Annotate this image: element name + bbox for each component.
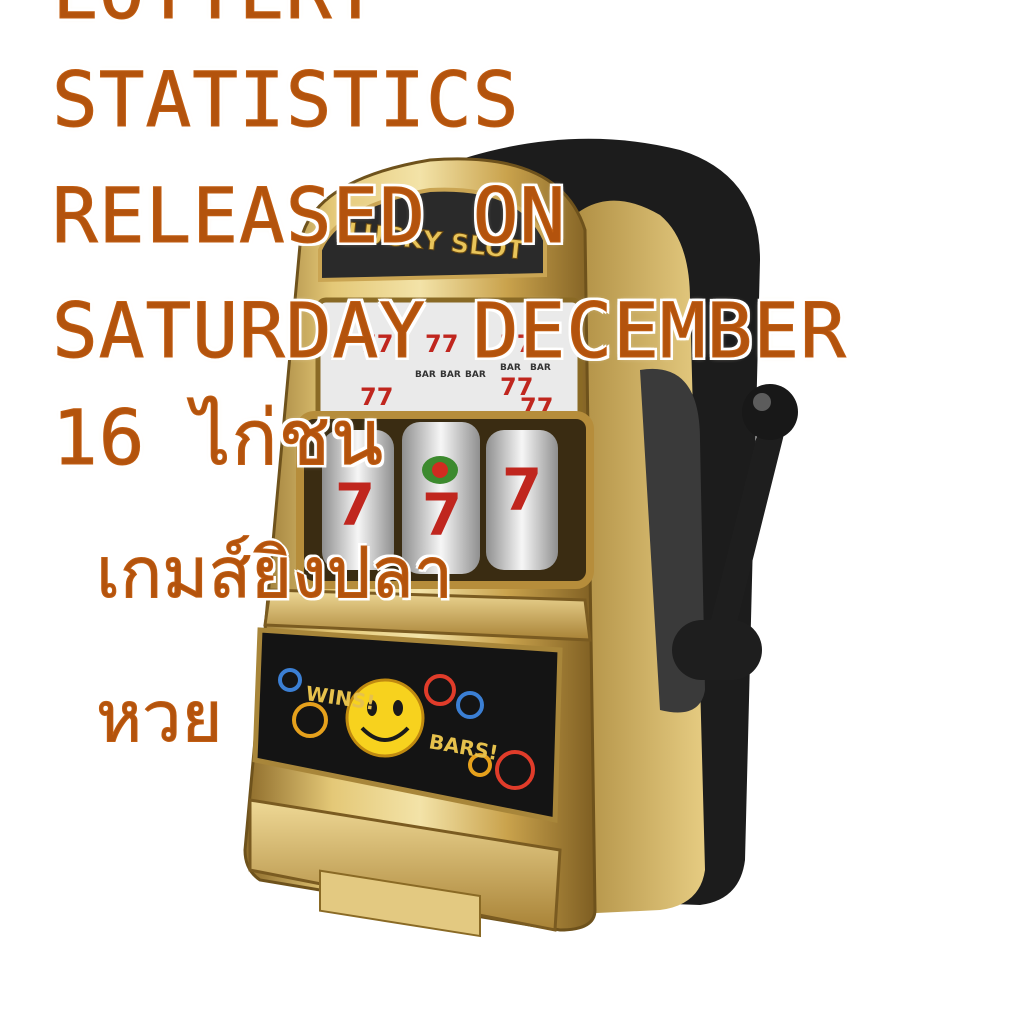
machine-crest [318,187,547,283]
reel-right [486,430,558,570]
reel-symbol-left: 7 [335,471,375,539]
lever-base [672,620,762,680]
lever-knob [742,384,798,440]
coin-drawer [248,798,562,932]
svg-text:BAR: BAR [465,370,486,380]
headline-line-2: STATISTICS [52,55,520,144]
headline-line-1: LOTTERY [51,0,379,30]
panel-rings [278,668,535,790]
svg-text:BAR: BAR [440,370,461,380]
drawer-slot [319,869,481,938]
svg-text:77: 77 [500,373,533,401]
reel-symbol-middle: 7 [422,481,462,549]
smiley-face-icon [345,678,425,758]
svg-text:BAR: BAR [500,363,521,373]
headline-line-5: 16 ไก่ชน [51,393,385,482]
svg-text:77: 77 [360,330,393,358]
svg-text:77: 77 [425,330,458,358]
coin-shelf [263,588,592,642]
headline-line-4: SATURDAY DECEMBER [52,286,847,375]
headline-line-3: RELEASED ON [51,171,567,260]
svg-text:77: 77 [500,330,533,358]
svg-text:BAR: BAR [415,370,436,380]
reel-symbol-right: 7 [502,456,542,524]
reel-middle [402,422,480,574]
svg-text:BAR: BAR [530,363,551,373]
svg-text:77: 77 [360,383,393,411]
thai-keyword-fishing-game: เกมส์ยิงปลา [95,532,454,614]
thai-keyword-lottery: หวย [95,676,223,758]
mini-bar-labels: BAR BAR BAR BAR BAR [415,363,551,380]
reel-left [322,430,394,570]
lever-arm [702,423,784,667]
